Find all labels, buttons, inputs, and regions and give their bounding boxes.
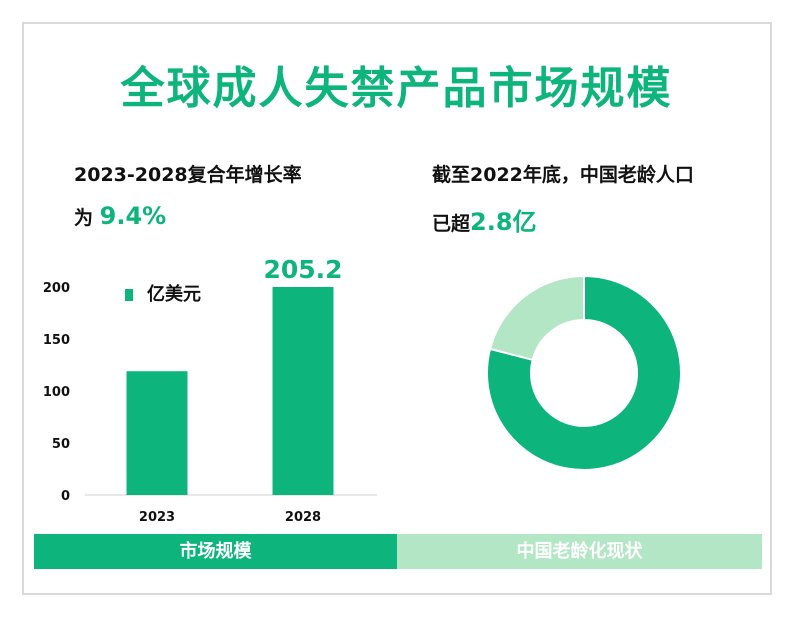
data-label-2028: 205.2	[263, 255, 342, 284]
aging-label: 截至2022年底，中国老龄人口	[432, 164, 694, 186]
aging-donut-chart	[486, 274, 682, 471]
aging-line: 已超2.8亿	[432, 202, 537, 237]
aging-prefix: 已超	[432, 213, 471, 235]
y-tick-label: 200	[43, 281, 70, 296]
x-tick-label: 2023	[139, 510, 175, 525]
y-tick-label: 100	[43, 385, 70, 400]
donut-slice-aging	[486, 274, 682, 471]
x-tick-label: 2028	[285, 510, 321, 525]
cagr-line: 为 9.4%	[74, 202, 166, 230]
y-tick-label: 150	[43, 333, 70, 348]
cagr-value: 9.4%	[99, 202, 167, 230]
tab-china-aging[interactable]: 中国老龄化现状	[397, 534, 762, 569]
bar-legend: 亿美元	[125, 280, 201, 306]
donut-slice-other	[488, 274, 585, 362]
bar-2023	[126, 371, 188, 495]
legend-label: 亿美元	[147, 284, 201, 305]
page-title: 全球成人失禁产品市场规模	[120, 63, 673, 114]
y-tick-label: 0	[61, 489, 70, 504]
y-tick-label: 50	[52, 437, 70, 452]
cagr-label: 2023-2028复合年增长率	[74, 164, 302, 186]
market-size-bar-chart: 0 50 100 150 200 2023 2028 205.2	[43, 255, 377, 525]
cagr-prefix: 为	[74, 207, 94, 229]
bar-2028	[272, 287, 334, 495]
aging-value: 2.8亿	[470, 208, 537, 236]
tab-market-size[interactable]: 市场规模	[34, 534, 397, 569]
legend-swatch	[125, 289, 133, 301]
